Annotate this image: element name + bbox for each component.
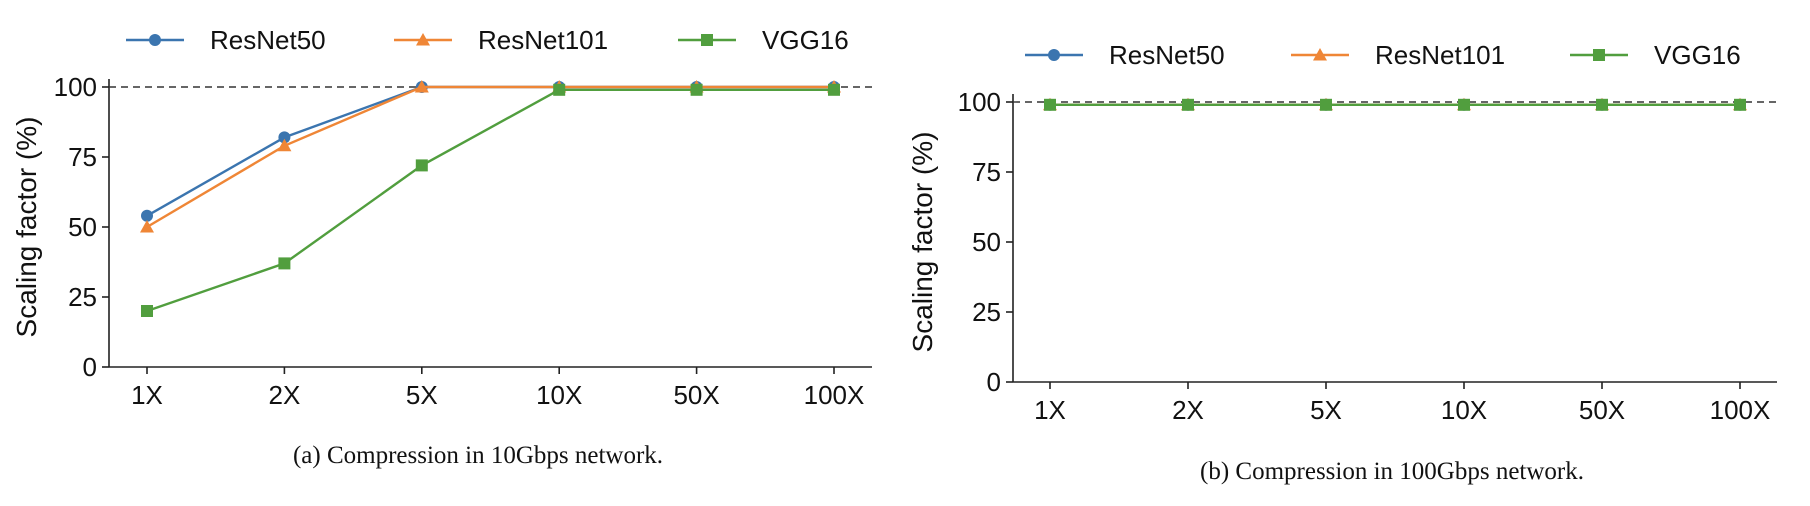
legend-b: ResNet50 ResNet101 VGG16 [1025,40,1741,70]
x-tick-label: 10X [1441,395,1487,425]
y-tick-label: 25 [68,282,97,312]
legend-label-resnet101: ResNet101 [478,25,608,55]
axes-a: 0 25 50 75 100 1X 2X 5X 10X 50X 100X Scaling factor… [11,72,872,410]
legend-marker-resnet101 [416,33,430,46]
data-point-resnet50 [141,209,153,222]
x-tick-label: 5X [1310,395,1342,425]
series-line-vgg16 [146,88,834,313]
x-tick-label: 2X [268,380,300,410]
legend-label-vgg16: VGG16 [762,25,849,55]
x-tick-label: 5X [406,380,438,410]
y-tick-label: 50 [972,227,1001,257]
data-point-vgg16 [1458,98,1470,111]
data-point-vgg16 [415,159,428,172]
y-tick-label: 0 [987,367,1001,397]
y-axis-label: Scaling factor (%) [11,117,42,338]
legend-label-resnet50: ResNet50 [1109,40,1225,70]
marks-b [1043,97,1747,111]
x-tick-label: 100X [804,380,865,410]
legend-marker-vgg16 [701,34,713,46]
data-point-resnet101 [277,138,292,152]
data-point-vgg16 [690,83,703,96]
x-tick-label: 1X [131,380,163,410]
caption-a: (a) Compression in 10Gbps network. [293,442,663,469]
legend-marker-resnet50 [1048,49,1060,61]
legend-label-resnet50: ResNet50 [210,25,326,55]
data-point-vgg16 [1044,98,1056,111]
series-line-resnet101 [146,85,834,229]
data-point-resnet101 [414,80,429,93]
data-point-vgg16 [141,305,153,317]
data-point-vgg16 [1734,98,1746,111]
legend-marker-resnet101 [1313,48,1327,61]
x-tick-label: 10X [536,380,582,410]
y-tick-label: 25 [972,297,1001,327]
y-tick-label: 50 [68,212,97,242]
axes-b: 0 25 50 75 100 1X 2X 5X 10X 50X 100X Scaling factor… [907,87,1777,425]
data-point-vgg16 [553,83,566,96]
legend-marker-vgg16 [1593,49,1605,61]
marks-a [140,80,841,317]
legend-a: ResNet50 ResNet101 VGG16 [126,25,849,55]
y-tick-label: 0 [83,352,97,382]
x-tick-label: 50X [1579,395,1625,425]
x-tick-label: 50X [673,380,719,410]
data-point-vgg16 [1596,98,1608,111]
y-tick-label: 75 [972,157,1001,187]
y-tick-label: 75 [68,142,97,172]
x-tick-label: 1X [1034,395,1066,425]
caption-b: (b) Compression in 100Gbps network. [1200,458,1584,485]
data-point-vgg16 [828,83,840,96]
data-point-vgg16 [1320,98,1332,111]
legend-label-vgg16: VGG16 [1654,40,1741,70]
x-tick-label: 2X [1172,395,1204,425]
y-axis-label: Scaling factor (%) [907,132,938,353]
y-tick-label: 100 [958,87,1001,117]
data-point-resnet50 [278,131,291,144]
legend-marker-resnet50 [149,34,161,46]
data-point-vgg16 [1182,98,1194,111]
y-tick-label: 100 [54,72,97,102]
chart-panel-b: ResNet50 ResNet101 VGG16 0 25 50 75 100 1X 2X 5X 1… [907,40,1777,485]
x-tick-label: 100X [1710,395,1771,425]
data-point-vgg16 [278,257,291,270]
series-line-resnet50 [146,85,834,217]
data-point-resnet101 [140,220,154,233]
chart-panel-a: ResNet50 ResNet101 VGG16 0 25 50 75 100 1X 2X 5X 1… [11,25,872,469]
legend-label-resnet101: ResNet101 [1375,40,1505,70]
